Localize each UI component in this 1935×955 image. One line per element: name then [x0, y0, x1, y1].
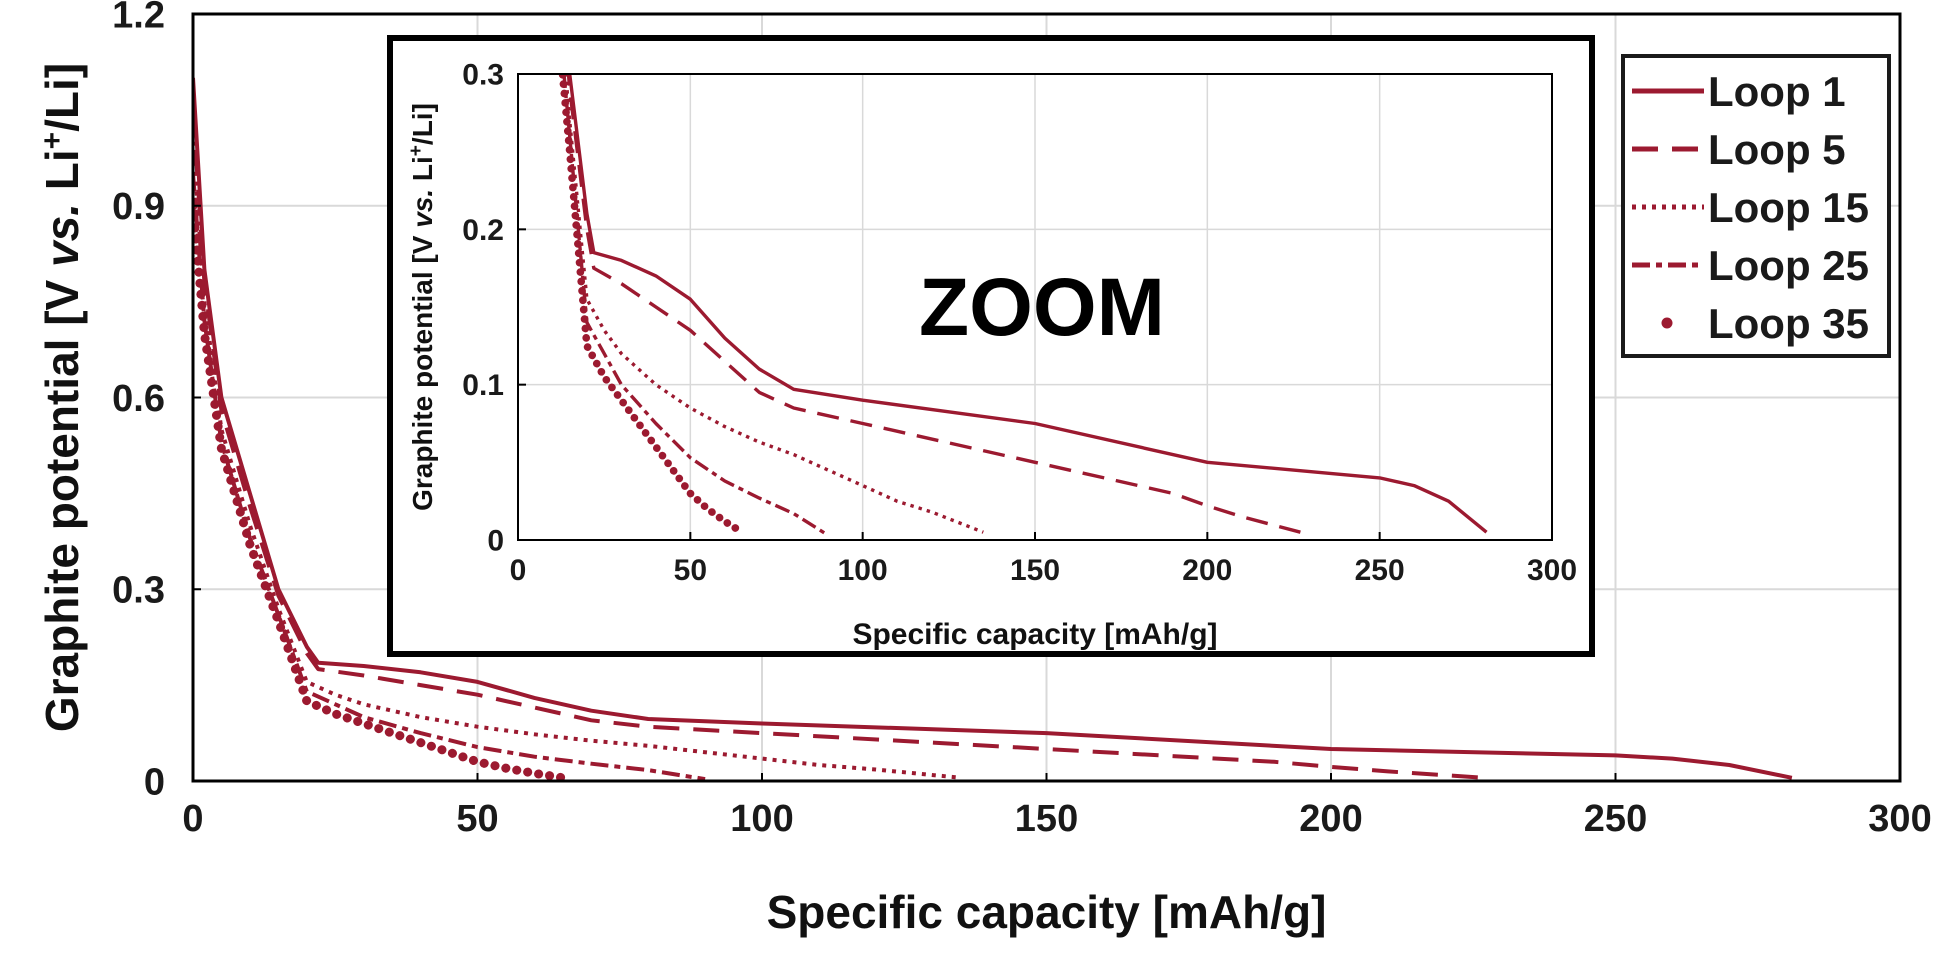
- x-tick-label-1: 50: [674, 554, 707, 587]
- main-y-ticks: 0 0.3 0.6 0.9 1.2: [112, 0, 201, 803]
- x-tick-label-3: 150: [1015, 798, 1078, 840]
- inset-y-ticks: 0 0.1 0.2 0.3: [462, 59, 526, 558]
- main-x-axis-title: Specific capacity [mAh/g]: [767, 886, 1327, 938]
- x-tick-label-5: 250: [1584, 798, 1647, 840]
- inset-series-loop-5: [566, 74, 1301, 534]
- x-tick-label-2: 100: [838, 554, 888, 587]
- main-y-title-sup: +: [36, 132, 69, 150]
- zoom-annotation: ZOOM: [919, 262, 1165, 353]
- x-tick-label-0: 0: [182, 798, 203, 840]
- inset-series: [558, 74, 1488, 537]
- legend-label: Loop 35: [1708, 300, 1869, 347]
- y-tick-label-2: 0.6: [112, 378, 165, 420]
- main-series: [193, 77, 1793, 781]
- inset-x-ticks: 0 50 100 150 200 250 300: [510, 532, 1577, 587]
- x-tick-label-6: 300: [1527, 554, 1577, 587]
- legend-label: Loop 1: [1708, 68, 1846, 115]
- main-series-loop-35: [193, 201, 568, 781]
- legend-box: [1621, 54, 1891, 358]
- legend-label: Loop 5: [1708, 126, 1846, 173]
- main-series-loop-25: [193, 173, 706, 781]
- x-tick-label-5: 250: [1355, 554, 1405, 587]
- x-tick-label-3: 150: [1010, 554, 1060, 587]
- legend-item-loop-1: Loop 1: [1632, 68, 1846, 115]
- legend: Loop 1 Loop 5 Loop 15 Loop 25 Loop 35: [1621, 54, 1891, 358]
- y-tick-label-1: 0.3: [112, 570, 165, 612]
- legend-swatch: [1661, 317, 1673, 329]
- main-y-title-li: Li: [36, 149, 88, 203]
- inset-y-title-end: /Li]: [407, 103, 438, 145]
- main-y-title-vs: vs.: [36, 203, 88, 267]
- inset-y-axis-title: Graphite potential [V vs. Li+/Li]: [406, 103, 439, 511]
- inset-series-loop-1: [567, 74, 1488, 534]
- inset-y-title-part1: Graphite potential [V: [407, 228, 438, 511]
- x-tick-label-1: 50: [456, 798, 498, 840]
- main-x-ticks: 0 50 100 150 200 250 300: [182, 773, 1932, 840]
- x-tick-label-2: 100: [730, 798, 793, 840]
- inset-y-title-li: Li: [407, 156, 438, 189]
- main-y-title-part1: Graphite potential [V: [36, 267, 88, 732]
- legend-item-loop-5: Loop 5: [1632, 126, 1846, 173]
- main-y-axis-title: Graphite potential [V vs. Li+/Li]: [36, 63, 89, 732]
- inset-x-axis-title: Specific capacity [mAh/g]: [852, 618, 1217, 651]
- y-tick-label-1: 0.1: [462, 369, 504, 402]
- y-tick-label-0: 0: [144, 761, 165, 803]
- inset-series-loop-35: [558, 74, 746, 537]
- inset-y-title-sup: +: [406, 145, 427, 156]
- main-series-loop-5: [193, 109, 1485, 780]
- y-tick-label-2: 0.2: [462, 214, 504, 247]
- legend-item-loop-35: Loop 35: [1661, 300, 1869, 347]
- legend-items: Loop 1 Loop 5 Loop 15 Loop 25 Loop 35: [1632, 68, 1869, 347]
- x-tick-label-0: 0: [510, 554, 527, 587]
- main-series-loop-15: [193, 141, 962, 780]
- y-tick-label-3: 0.3: [462, 59, 504, 92]
- x-tick-label-4: 200: [1182, 554, 1232, 587]
- inset-y-title-vs: vs.: [407, 189, 438, 228]
- legend-item-loop-25: Loop 25: [1632, 242, 1869, 289]
- legend-label: Loop 25: [1708, 242, 1869, 289]
- legend-item-loop-15: Loop 15: [1632, 184, 1869, 231]
- y-tick-label-3: 0.9: [112, 186, 165, 228]
- x-tick-label-4: 200: [1299, 798, 1362, 840]
- inset-series-loop-25: [562, 74, 830, 537]
- y-tick-label-4: 1.2: [112, 0, 165, 36]
- legend-label: Loop 15: [1708, 184, 1869, 231]
- main-series-loop-1: [193, 77, 1793, 780]
- main-y-title-end: /Li]: [36, 63, 88, 132]
- x-tick-label-6: 300: [1868, 798, 1931, 840]
- inset-zoom-panel: 0 50 100 150 200 250 300 0 0.1 0.2 0.3 ZOOM Speci…: [387, 35, 1595, 657]
- inset-series-loop-15: [564, 74, 984, 534]
- y-tick-label-0: 0: [487, 525, 504, 558]
